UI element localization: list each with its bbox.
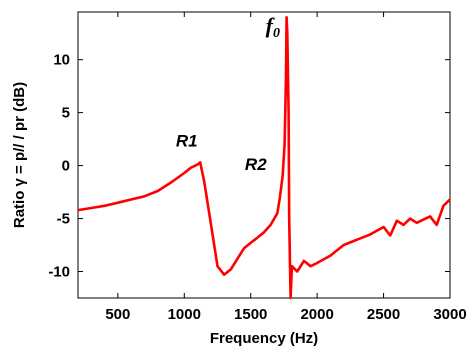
x-axis-ticks: 500 1000 1500 2000 2500 3000 [105,12,467,323]
y-axis-title: Ratio γ = p// / pr (dB) [11,82,28,228]
x-tick-label: 2500 [367,306,400,323]
y-axis-ticks: -10 -5 0 5 10 [48,52,450,281]
y-tick-label: 10 [53,52,70,69]
y-tick-label: -5 [57,211,70,228]
x-axis-title: Frequency (Hz) [210,330,318,347]
series-layer [77,15,451,300]
y-tick-label: 0 [62,158,70,175]
annotation-f0: f0 [266,13,280,41]
annotation-r2: R2 [245,155,267,174]
plot-area [77,11,451,300]
x-tick-label: 1000 [168,306,201,323]
y-tick-label: 5 [62,105,70,122]
x-tick-label: 500 [105,306,130,323]
x-tick-label: 1500 [234,306,267,323]
x-tick-label: 2000 [300,306,333,323]
x-tick-label: 3000 [433,306,466,323]
y-tick-label: -10 [48,264,70,281]
plot-frame [77,11,451,299]
series-line [77,15,451,300]
annotations: R1 R2 f0 [176,13,280,174]
annotation-r1: R1 [176,132,198,151]
